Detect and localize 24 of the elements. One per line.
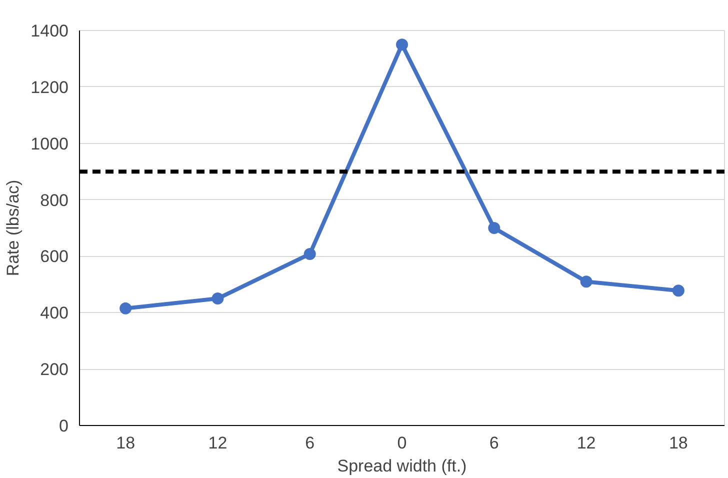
x-tick-label: 0	[397, 434, 407, 452]
x-tick-label: 18	[116, 434, 136, 452]
point	[212, 292, 224, 305]
x-tick-label: 12	[576, 434, 596, 452]
point	[396, 38, 408, 51]
y-tick-label: 200	[40, 360, 69, 380]
x-tick-label: 6	[489, 434, 499, 452]
y-axis-title: Rate (lbs/ac)	[4, 180, 23, 276]
y-tick-label: 1200	[30, 78, 69, 97]
point	[120, 302, 132, 314]
point	[488, 222, 500, 234]
y-tick-label: 0	[59, 416, 69, 436]
point	[304, 248, 316, 260]
y-tick-label: 600	[40, 247, 69, 266]
point	[672, 284, 684, 297]
point	[580, 276, 592, 288]
y-tick-label: 1000	[30, 134, 69, 154]
y-tick-label: 800	[40, 190, 69, 210]
x-axis-title: Spread width (ft.)	[337, 456, 467, 476]
y-tick-label: 1400	[30, 22, 69, 40]
y-tick-label: 400	[40, 304, 69, 323]
x-tick-label: 6	[305, 434, 315, 452]
x-tick-label: 18	[668, 434, 688, 452]
x-tick-label: 12	[208, 434, 228, 452]
